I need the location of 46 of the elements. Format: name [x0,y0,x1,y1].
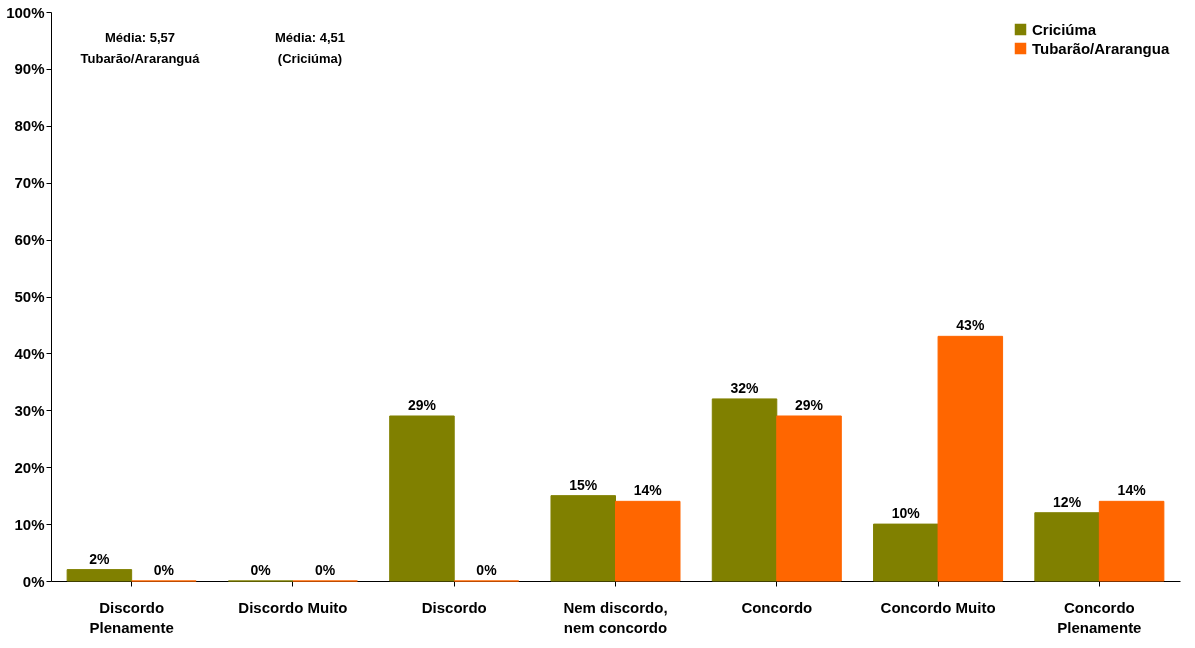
data-label: 43% [956,317,985,334]
x-tick-label: Discordo Muito [238,598,348,616]
y-tick-label: 30% [14,401,45,419]
y-tick-label: 50% [14,288,45,305]
bar [711,398,778,582]
data-label: 14% [633,482,663,499]
data-label: 0% [153,562,175,578]
x-tick-label: Discordo Plenamente [89,598,174,636]
data-label: 0% [476,562,498,578]
data-label: 10% [891,505,921,522]
x-tick-label: Discordo [421,598,487,616]
data-label: 29% [795,396,824,413]
data-label: 32% [730,379,760,396]
bar [66,569,133,582]
x-tick-label: Concordo Muito [880,598,996,616]
y-tick-label: 80% [14,117,45,135]
bar [615,500,681,582]
legend-label: Criciúma [1032,20,1097,38]
bar [873,523,939,582]
data-label: 2% [89,550,111,567]
y-tick-label: 100% [6,3,45,21]
data-label: 29% [407,396,437,413]
annotation: Média: 4,51 (Criciúma) [274,30,346,66]
x-tick-label: Concordo [741,598,813,616]
x-tick-label: Concordo Plenamente [1057,598,1142,636]
data-label: 0% [315,562,336,578]
data-label: 0% [250,562,272,578]
x-tick-label: Nem discordo, nem concordo [563,598,668,636]
bar [389,415,455,582]
bar [1034,512,1100,582]
y-tick-label: 0% [22,572,45,590]
y-tick-label: 60% [14,231,45,249]
bar [776,415,842,582]
annotation: Média: 5,57 Tubarão/Araranguá [80,30,201,66]
bar [1098,500,1165,582]
y-tick-label: 20% [14,458,45,476]
bar [550,495,616,582]
data-label: 12% [1053,493,1082,510]
y-tick-label: 70% [14,174,45,192]
legend-label: Tubarão/Ararangua [1032,39,1170,57]
y-tick-label: 90% [14,60,45,78]
data-label: 15% [569,476,598,493]
y-tick-label: 10% [14,515,45,533]
bar [937,335,1004,582]
y-tick-label: 40% [14,344,45,362]
data-label: 14% [1117,482,1147,499]
